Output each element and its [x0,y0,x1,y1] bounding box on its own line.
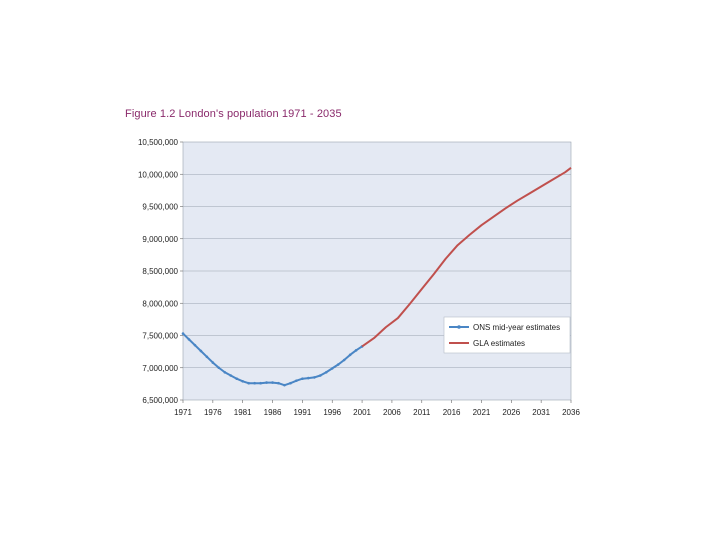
data-point [277,381,280,385]
x-tick-label: 1971 [174,408,192,417]
legend-label: ONS mid-year estimates [473,323,560,332]
x-tick-label: 2031 [532,408,550,417]
data-point [211,361,215,364]
gridlines [183,173,571,369]
x-tick-label: 2021 [473,408,491,417]
data-point [241,379,244,383]
series-group [181,167,572,387]
data-point [259,381,262,385]
legend-marker [457,325,461,329]
data-point [217,366,221,370]
data-point [205,355,209,359]
data-point [271,381,274,384]
data-point [318,374,322,377]
data-point [235,377,239,381]
legend-box [443,316,571,354]
data-point [354,349,358,352]
y-tick-label: 6,500,000 [142,396,178,405]
x-tick-label: 1986 [264,408,282,417]
data-point [265,381,268,384]
data-point [247,381,250,385]
data-point [199,349,203,353]
legend-label: GLA estimates [473,339,525,348]
data-point [301,377,304,381]
data-point [289,381,292,385]
data-point [313,376,316,379]
x-tick-label: 2001 [353,408,371,417]
x-tick-label: 2036 [562,408,580,417]
series-line-2 [361,167,572,348]
y-tick-label: 10,000,000 [138,170,179,179]
data-point [330,367,334,370]
x-tick-label: 1981 [234,408,252,417]
data-point [223,370,227,374]
legend: ONS mid-year estimates GLA estimates [443,316,571,354]
y-tick-label: 8,000,000 [142,299,178,308]
x-tick-label: 1976 [204,408,222,417]
y-tick-label: 7,500,000 [142,332,178,341]
x-tick-label: 2026 [502,408,520,417]
y-tick-label: 7,000,000 [142,364,178,373]
data-point [193,343,197,347]
data-point [336,363,340,366]
x-tick-label: 2016 [443,408,461,417]
y-tick-label: 10,500,000 [138,138,179,147]
data-point [342,358,346,362]
data-point [283,383,286,387]
data-point [295,379,298,382]
data-point [229,374,233,377]
y-tick-label: 8,500,000 [142,267,178,276]
data-point [187,338,191,341]
data-point [253,381,256,385]
x-tick-label: 2011 [413,408,431,417]
y-tick-label: 9,000,000 [142,235,178,244]
x-tick-label: 2006 [383,408,401,417]
x-tick-label: 1991 [293,408,311,417]
data-point [348,353,352,357]
x-tick-label: 1996 [323,408,341,417]
data-point [181,332,185,335]
y-axis-ticks: 6,500,000 7,000,000 7,500,000 8,000,000 8,50… [138,138,183,405]
data-point [324,370,328,374]
data-point [307,376,310,380]
x-axis-ticks: 1971 1976 1981 1986 1991 1996 2001 2006 2011 2016… [174,400,580,417]
figure-title: Figure 1.2 London's population 1971 - 20… [125,108,342,120]
y-tick-label: 9,500,000 [142,203,178,212]
